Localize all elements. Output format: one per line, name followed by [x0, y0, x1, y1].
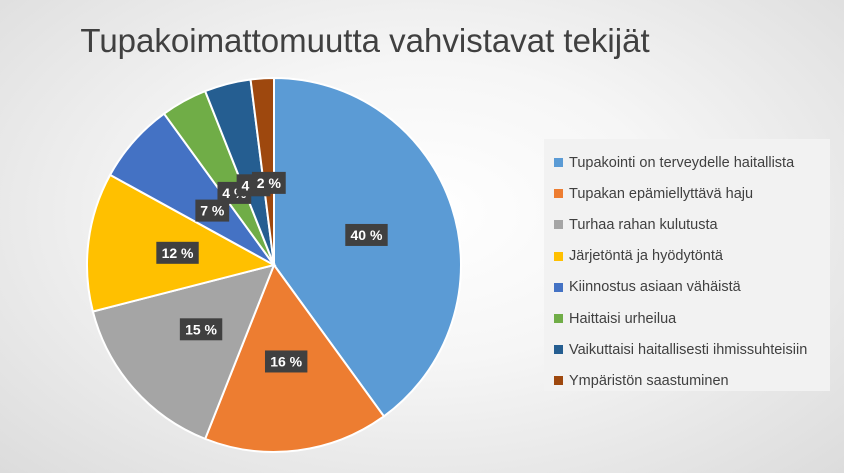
legend-item-haittaisi-urheilua: Haittaisi urheilua [554, 303, 830, 334]
data-label-jarjetonta-ja-hyodytonta: 12 % [156, 241, 199, 264]
legend-item-jarjetonta-ja-hyodytonta: Järjetöntä ja hyödytöntä [554, 241, 830, 272]
legend-item-vaikuttaisi-haitallisesti-ihmissuhteisiin: Vaikuttaisi haitallisesti ihmissuhteisii… [554, 334, 830, 365]
pie-slice-tupakointi-on-terveydelle-haitallista [273, 76, 462, 418]
chart-title: Tupakoimattomuutta vahvistavat tekijät [80, 22, 650, 59]
data-label-box [195, 199, 230, 222]
legend-item-tupakan-epamiellyttava-haju: Tupakan epämiellyttävä haju [554, 178, 830, 209]
data-label-box [345, 223, 388, 246]
legend-swatch [554, 376, 563, 386]
data-label-text: 16 % [270, 353, 302, 369]
legend-label: Turhaa rahan kulutusta [569, 216, 718, 233]
legend-swatch [554, 345, 563, 355]
legend-swatch [554, 220, 563, 230]
legend-swatch [554, 251, 563, 261]
legend-label: Vaikuttaisi haitallisesti ihmissuhteisii… [569, 341, 808, 358]
data-label-box [156, 241, 199, 264]
data-label-tupakointi-on-terveydelle-haitallista: 40 % [345, 223, 388, 246]
legend: Tupakointi on terveydelle haitallista Tup… [544, 139, 830, 391]
legend-item-tupakointi-on-terveydelle-haitallista: Tupakointi on terveydelle haitallista [554, 147, 830, 178]
legend-swatch [554, 282, 563, 292]
legend-swatch [554, 314, 563, 324]
data-label-text: 2 % [257, 175, 282, 191]
legend-label: Järjetöntä ja hyödytöntä [569, 248, 723, 265]
data-label-box [264, 350, 308, 373]
data-label-ympariston-saastuminen: 2 % [251, 171, 286, 194]
data-label-text: 7 % [200, 203, 225, 219]
legend-item-kiinnostus-asiaan-vahaista: Kiinnostus asiaan vähäistä [554, 272, 830, 303]
legend-item-ympariston-saastuminen: Ympäristön saastuminen [554, 365, 830, 396]
data-label-text: 40 % [351, 227, 383, 243]
legend-item-turhaa-rahan-kulutusta: Turhaa rahan kulutusta [554, 209, 830, 240]
legend-swatch [554, 189, 563, 199]
pie-slice-ympariston-saastuminen [249, 76, 275, 266]
data-label-box [179, 318, 223, 341]
data-label-kiinnostus-asiaan-vahaista: 7 % [195, 199, 230, 222]
legend-label: Ympäristön saastuminen [569, 372, 729, 389]
legend-label: Tupakan epämiellyttävä haju [569, 185, 754, 202]
data-label-turhaa-rahan-kulutusta: 15 % [179, 318, 223, 341]
data-label-text: 12 % [162, 245, 194, 261]
legend-label: Kiinnostus asiaan vähäistä [569, 279, 741, 296]
legend-label: Tupakointi on terveydelle haitallista [569, 154, 795, 171]
data-label-text: 15 % [185, 321, 217, 337]
legend-label: Haittaisi urheilua [569, 310, 677, 327]
data-label-tupakan-epamiellyttava-haju: 16 % [264, 350, 308, 373]
pie-slice-turhaa-rahan-kulutusta [91, 263, 276, 441]
data-label-box [251, 171, 286, 194]
legend-swatch [554, 158, 563, 168]
